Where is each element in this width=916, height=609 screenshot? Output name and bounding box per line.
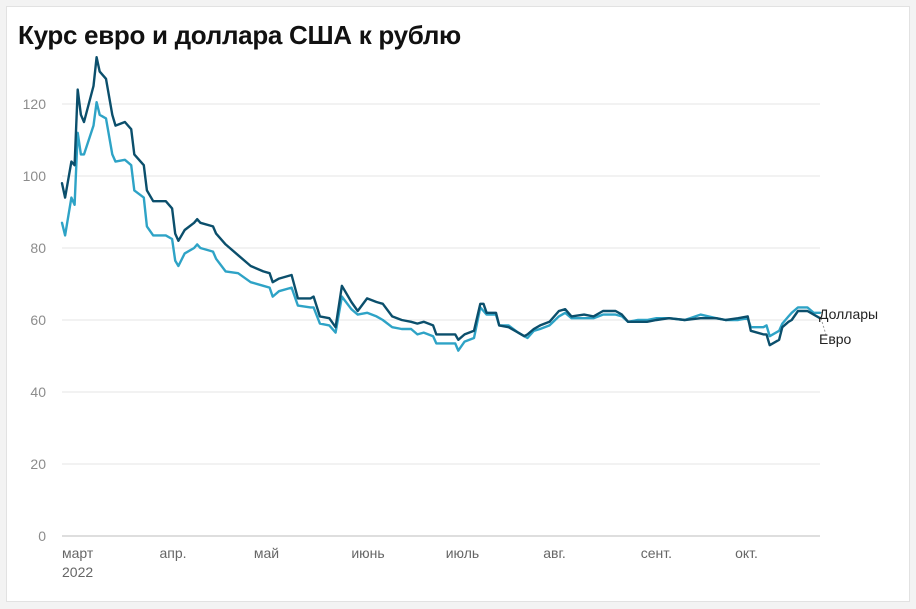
chart-title: Курс евро и доллара США к рублю: [18, 20, 461, 50]
leader-line-dollar: [820, 309, 827, 314]
x-tick-sublabel: 2022: [62, 564, 93, 580]
legend: Евро Доллары: [819, 306, 878, 347]
x-tick-label: окт.: [735, 545, 758, 561]
x-axis: март 2022 апр. май июнь июль авг. сент. окт.: [62, 545, 758, 580]
chart-card: [6, 6, 910, 602]
y-tick-label: 100: [23, 168, 47, 184]
x-tick-label: сент.: [641, 545, 672, 561]
gridlines: [62, 103, 820, 537]
leader-line-euro: [820, 318, 827, 336]
series-lines: [60, 56, 822, 352]
x-tick-label: апр.: [160, 545, 187, 561]
x-tick-label: март: [62, 545, 94, 561]
series-line-dollar: [60, 101, 822, 352]
x-tick-label: июль: [446, 545, 479, 561]
series-label-dollar: Доллары: [819, 306, 878, 322]
y-axis: 0 20 40 60 80 100 120: [23, 96, 47, 544]
series-line-euro: [60, 56, 822, 347]
y-tick-label: 80: [30, 240, 46, 256]
x-tick-label: июнь: [351, 545, 384, 561]
y-tick-label: 20: [30, 456, 46, 472]
series-label-euro: Евро: [819, 331, 852, 347]
y-tick-label: 120: [23, 96, 47, 112]
x-tick-label: май: [254, 545, 279, 561]
y-tick-label: 40: [30, 384, 46, 400]
y-tick-label: 0: [38, 528, 46, 544]
y-tick-label: 60: [30, 312, 46, 328]
x-tick-label: авг.: [543, 545, 566, 561]
